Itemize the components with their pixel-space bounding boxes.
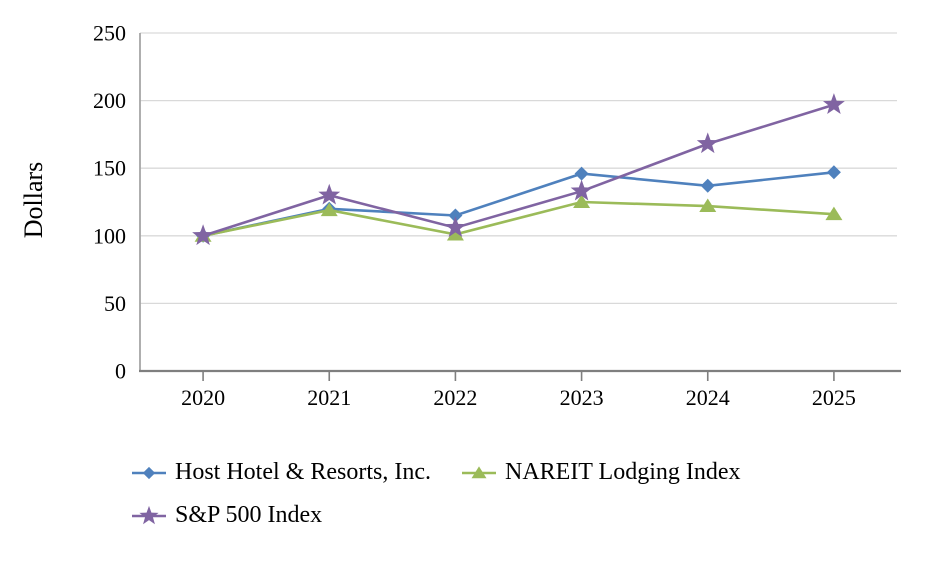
diamond-data-point-marker	[574, 166, 589, 181]
triangle-marker-icon	[461, 465, 496, 478]
legend-label-sp500: S&P 500 Index	[175, 502, 323, 528]
diamond-data-point-marker	[142, 466, 156, 479]
y-tick-label: 0	[115, 359, 126, 384]
chart-legend: Host Hotel & Resorts, Inc. NAREIT Lodgin…	[131, 451, 741, 537]
legend-item-host: Host Hotel & Resorts, Inc.	[131, 459, 431, 486]
star-marker-icon	[132, 505, 166, 524]
triangle-data-point-marker	[825, 206, 843, 221]
y-tick-label: 200	[93, 88, 126, 113]
legend-row-2: S&P 500 Index	[131, 494, 741, 537]
x-tick-label: 2025	[812, 385, 856, 410]
star-data-point-marker	[318, 183, 341, 205]
x-tick-label: 2021	[307, 385, 351, 410]
y-tick-label: 250	[93, 21, 126, 46]
triangle-data-point-marker	[320, 202, 338, 217]
y-tick-label: 50	[104, 291, 126, 316]
star-data-point-marker	[696, 132, 719, 154]
triangle-data-point-marker	[446, 226, 464, 241]
x-tick-label: 2024	[686, 385, 730, 410]
line-chart: 2020 2021 2022 2023 2024 2025 0 50 100 150 200 250 D…	[19, 21, 901, 410]
legend-label-nareit: NAREIT Lodging Index	[504, 459, 741, 485]
diamond-data-point-marker	[700, 178, 715, 193]
triangle-data-point-marker	[471, 465, 487, 478]
diamond-data-point-marker	[826, 165, 841, 180]
y-axis-title: Dollars	[19, 162, 48, 239]
diamond-marker-icon	[132, 466, 166, 479]
star-data-point-marker	[822, 93, 845, 114]
y-tick-label: 150	[93, 156, 126, 181]
legend-label-host: Host Hotel & Resorts, Inc.	[175, 459, 431, 485]
star-data-point-marker	[570, 179, 593, 201]
star-data-point-marker	[444, 216, 467, 237]
star-data-point-marker	[139, 505, 159, 524]
legend-item-sp500: S&P 500 Index	[131, 502, 322, 529]
x-tick-label: 2022	[433, 385, 477, 410]
series-line	[202, 103, 835, 238]
diamond-data-point-marker	[448, 208, 463, 223]
x-tick-label: 2023	[560, 385, 604, 410]
triangle-data-point-marker	[573, 194, 591, 208]
legend-item-nareit: NAREIT Lodging Index	[461, 459, 741, 486]
legend-row-1: Host Hotel & Resorts, Inc. NAREIT Lodgin…	[131, 451, 741, 494]
star-data-point-marker	[192, 224, 215, 246]
x-tick-label: 2020	[181, 385, 225, 410]
triangle-data-point-marker	[699, 198, 717, 213]
series-line	[202, 200, 834, 238]
y-tick-label: 100	[93, 223, 126, 248]
